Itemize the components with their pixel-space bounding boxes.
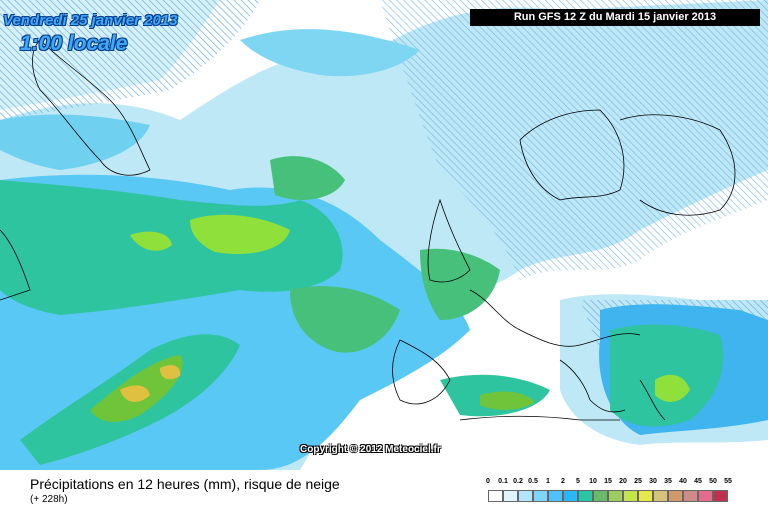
legend-label: 20 [619, 478, 627, 485]
legend-swatch [698, 490, 713, 502]
legend-labels: 0 0.1 0.2 0.5 1 2 5 10 15 20 25 30 35 40 45 50 55 [486, 478, 748, 489]
precipitation-map: Vendredi 25 janvier 2013 1:00 locale Run… [0, 0, 768, 470]
legend-label: 40 [679, 478, 687, 485]
legend-swatch [578, 490, 593, 502]
color-legend: 0 0.1 0.2 0.5 1 2 5 10 15 20 25 30 35 40 45 50 55 [486, 478, 748, 508]
forecast-time: 1:00 locale [20, 32, 128, 55]
legend-swatch [668, 490, 683, 502]
legend-swatch [503, 490, 518, 502]
legend-label: 25 [634, 478, 642, 485]
legend-swatch [713, 490, 728, 502]
legend-label: 2 [561, 478, 565, 485]
legend-label: 0.5 [528, 478, 538, 485]
legend-swatches [488, 490, 728, 503]
legend-swatch [488, 490, 503, 502]
copyright: Copyright © 2012 Meteociel.fr [300, 444, 441, 455]
legend-label: 0.1 [498, 478, 508, 485]
legend-label: 0.2 [513, 478, 523, 485]
legend-label: 35 [664, 478, 672, 485]
legend-swatch [608, 490, 623, 502]
map-caption: Précipitations en 12 heures (mm), risque… [30, 476, 340, 492]
legend-label: 55 [724, 478, 732, 485]
legend-label: 5 [576, 478, 580, 485]
run-info: Run GFS 12 Z du Mardi 15 janvier 2013 [470, 9, 760, 26]
legend-label: 0 [486, 478, 490, 485]
map-canvas [0, 0, 768, 470]
legend-swatch [683, 490, 698, 502]
legend-swatch [653, 490, 668, 502]
legend-swatch [638, 490, 653, 502]
coastlines [0, 39, 736, 421]
legend-label: 15 [604, 478, 612, 485]
lead-time: (+ 228h) [30, 494, 68, 505]
legend-swatch [533, 490, 548, 502]
legend-swatch [593, 490, 608, 502]
legend-label: 1 [546, 478, 550, 485]
forecast-date: Vendredi 25 janvier 2013 [3, 12, 178, 29]
legend-swatch [548, 490, 563, 502]
legend-swatch [623, 490, 638, 502]
legend-label: 30 [649, 478, 657, 485]
precip-core-area [90, 214, 690, 422]
legend-label: 45 [694, 478, 702, 485]
legend-label: 10 [589, 478, 597, 485]
legend-label: 50 [709, 478, 717, 485]
legend-swatch [518, 490, 533, 502]
legend-swatch [563, 490, 578, 502]
